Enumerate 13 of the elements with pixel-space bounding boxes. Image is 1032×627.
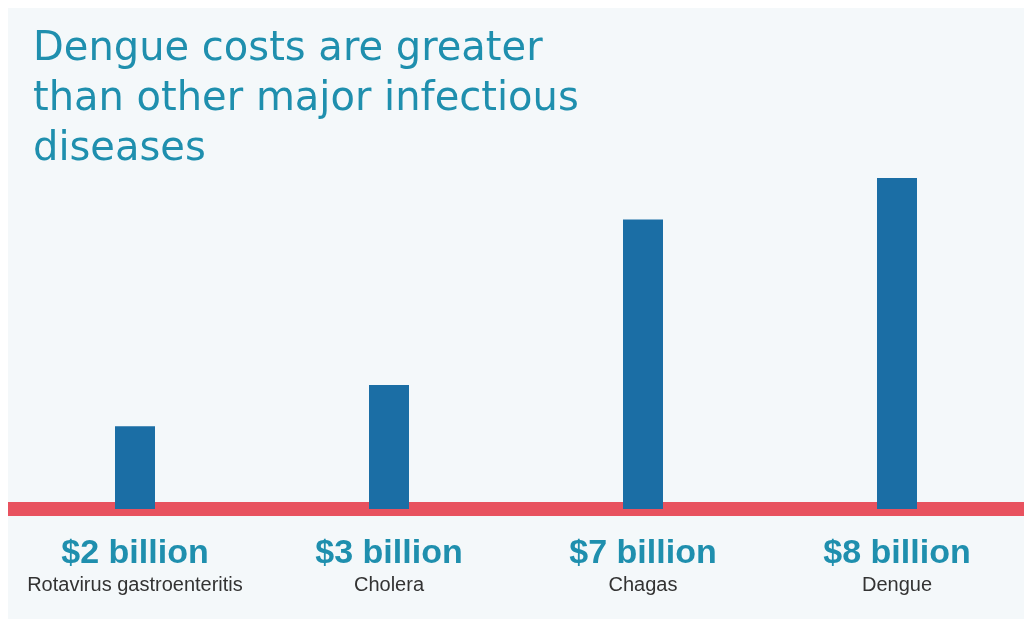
x-tick-label: Rotavirus gastroenteritis: [27, 573, 243, 595]
data-label: $8 billion: [823, 532, 971, 570]
x-tick-label: Dengue: [861, 573, 933, 595]
bar: [115, 426, 155, 509]
bar: [369, 384, 409, 509]
x-tick-label: Cholera: [353, 573, 425, 595]
data-label: $2 billion: [61, 532, 209, 570]
data-label: $7 billion: [569, 532, 717, 570]
data-label: $3 billion: [315, 532, 463, 570]
bar: [877, 178, 917, 509]
bar: [623, 219, 663, 509]
x-tick-label: Chagas: [608, 573, 678, 595]
chart-title: Dengue costs are greater than other major infectious diseases: [33, 23, 592, 169]
